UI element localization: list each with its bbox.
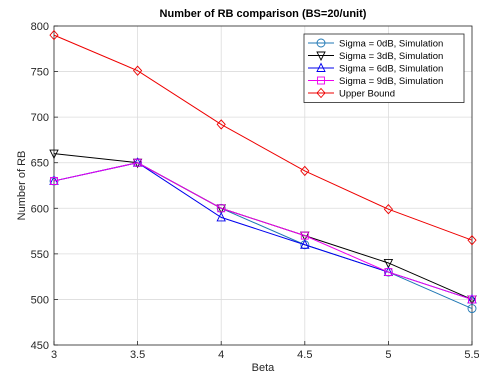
series-lines bbox=[49, 29, 477, 313]
y-tick-label: 800 bbox=[31, 21, 49, 33]
x-tick-label: 3.5 bbox=[130, 349, 145, 361]
legend-marker bbox=[316, 62, 326, 72]
legend-label: Sigma = 6dB, Simulation bbox=[339, 64, 443, 75]
y-tick-label: 600 bbox=[31, 203, 49, 215]
legend-item: Sigma = 0dB, Simulation bbox=[308, 39, 443, 50]
data-point bbox=[49, 29, 59, 41]
legend-marker bbox=[317, 76, 325, 85]
legend-marker bbox=[316, 38, 326, 48]
data-point bbox=[50, 176, 58, 185]
data-point bbox=[468, 295, 476, 304]
x-tick-label: 5 bbox=[385, 349, 391, 361]
data-point bbox=[300, 239, 310, 249]
data-point bbox=[49, 149, 59, 160]
data-point bbox=[216, 119, 226, 130]
data-point bbox=[383, 259, 394, 269]
data-point bbox=[216, 211, 226, 222]
series-line bbox=[53, 34, 473, 241]
data-point bbox=[300, 165, 310, 177]
plot-frame bbox=[53, 25, 473, 346]
y-tick-label: 700 bbox=[31, 112, 49, 124]
legend-item: Sigma = 3dB, Simulation bbox=[308, 51, 443, 62]
y-tick-label: 450 bbox=[31, 340, 49, 352]
data-point bbox=[133, 158, 142, 167]
legend-marker bbox=[316, 51, 326, 62]
data-point bbox=[132, 65, 143, 76]
data-point bbox=[467, 235, 477, 246]
legend-item: Sigma = 6dB, Simulation bbox=[308, 62, 443, 75]
legend-label: Sigma = 0dB, Simulation bbox=[339, 39, 443, 50]
legend-item: Upper Bound bbox=[308, 87, 395, 100]
y-tick-label: 550 bbox=[31, 249, 49, 261]
y-tick-label: 500 bbox=[31, 294, 49, 306]
legend-item: Sigma = 9dB, Simulation bbox=[308, 76, 443, 87]
legend-label: Sigma = 3dB, Simulation bbox=[339, 51, 443, 62]
x-tick-label: 4 bbox=[218, 349, 224, 361]
chart-title: Number of RB comparison (BS=20/unit) bbox=[160, 8, 367, 20]
series-line bbox=[53, 162, 473, 300]
legend-label: Sigma = 9dB, Simulation bbox=[339, 76, 443, 87]
x-tick-label: 3 bbox=[51, 349, 57, 361]
legend-marker bbox=[316, 87, 326, 99]
data-point bbox=[300, 231, 309, 240]
x-tick-label: 5.5 bbox=[464, 349, 479, 361]
data-point bbox=[384, 268, 393, 277]
data-point bbox=[217, 204, 226, 213]
y-axis-label: Number of RB bbox=[16, 151, 28, 221]
y-tick-label: 750 bbox=[31, 67, 49, 79]
x-tick-label: 4.5 bbox=[297, 349, 312, 361]
y-tick-label: 650 bbox=[31, 158, 49, 170]
x-axis-label: Beta bbox=[252, 362, 276, 374]
data-point bbox=[383, 204, 394, 215]
axis-ticks: 3 3.5 4 4.5 5 5.5 450 500 550 600 650 700 750 800 bbox=[31, 21, 479, 361]
legend-label: Upper Bound bbox=[339, 89, 395, 100]
series-4 bbox=[49, 29, 477, 246]
series-3 bbox=[50, 158, 476, 304]
